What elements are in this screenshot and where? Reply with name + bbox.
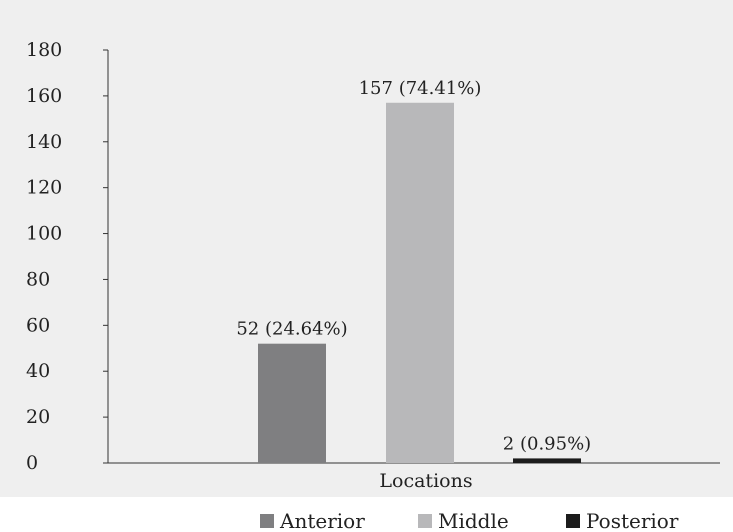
axes: 0 20 40 60 80 100 120 140 160 180 [26,39,720,474]
legend-label-posterior: Posterior [586,509,679,532]
plot-background [0,0,733,497]
legend-label-anterior: Anterior [279,509,365,532]
bar-posterior [513,458,581,463]
y-tick-label: 20 [26,406,50,428]
y-tick-label: 120 [26,177,62,199]
bar-anterior [258,343,326,463]
x-axis-label: Locations [379,470,472,492]
y-tick-label: 40 [26,360,50,382]
y-tick-label: 180 [26,39,62,61]
data-label-middle: 157 (74.41%) [359,78,482,99]
data-labels: 52 (24.64%) 157 (74.41%) 2 (0.95%) [236,78,591,455]
bars [258,102,581,464]
y-tick-label: 0 [26,452,38,474]
y-tick-label: 100 [26,223,62,245]
bar-middle [386,102,454,464]
data-label-posterior: 2 (0.95%) [503,433,591,454]
legend: Anterior Middle Posterior [260,509,679,532]
y-tick-label: 80 [26,268,50,290]
legend-swatch-posterior [566,514,580,528]
y-tick-label: 60 [26,314,50,336]
data-label-anterior: 52 (24.64%) [236,319,347,340]
legend-swatch-middle [418,514,432,528]
y-tick-label: 160 [26,85,62,107]
legend-swatch-anterior [260,514,274,528]
legend-label-middle: Middle [438,509,509,532]
y-tick-label: 140 [26,131,62,153]
